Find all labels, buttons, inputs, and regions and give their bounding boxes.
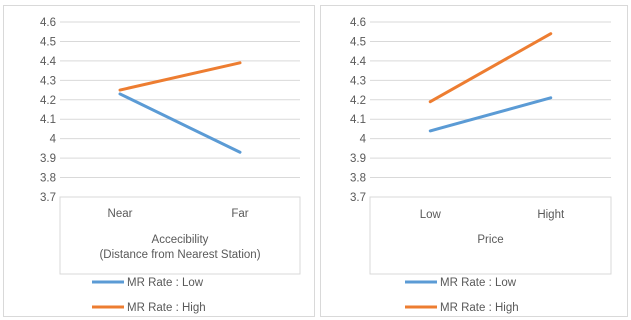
x-tick-label: Hight xyxy=(537,209,565,221)
y-tick-label: 4.5 xyxy=(40,36,56,48)
data-point xyxy=(550,33,552,35)
x-tick-label: Near xyxy=(108,208,133,220)
x-tick-label: Low xyxy=(420,209,442,221)
y-tick-label: 4 xyxy=(360,134,367,146)
data-point xyxy=(239,151,241,153)
data-point xyxy=(429,101,431,103)
y-tick-label: 4.1 xyxy=(40,114,56,126)
legend-label: MR Rate : Low xyxy=(127,277,204,289)
y-tick-label: 4.2 xyxy=(40,95,56,107)
y-tick-label: 4.6 xyxy=(40,17,56,29)
y-tick-label: 3.7 xyxy=(350,192,366,204)
y-tick-label: 3.8 xyxy=(350,173,366,185)
legend-label: MR Rate : High xyxy=(127,302,206,314)
legend-label: MR Rate : Low xyxy=(440,277,517,289)
series-line xyxy=(118,92,242,154)
y-tick-label: 4.6 xyxy=(350,17,366,29)
data-point xyxy=(429,130,431,132)
y-tick-label: 4.1 xyxy=(350,114,366,126)
x-axis-title: (Distance from Nearest Station) xyxy=(99,249,260,261)
series-line xyxy=(118,61,242,92)
x-axis-category-box xyxy=(369,196,612,275)
y-tick-label: 4 xyxy=(50,134,57,146)
y-tick-label: 3.7 xyxy=(40,192,56,204)
y-tick-label: 4.5 xyxy=(350,36,366,48)
y-tick-label: 4.3 xyxy=(40,75,56,87)
data-point xyxy=(550,97,552,99)
chart-accessibility: 4.6 4.5 4.4 4.3 4.2 4.1 4 3.9 3.8 3.7 Near Far Accec… xyxy=(40,17,301,314)
y-tick-label: 3.9 xyxy=(40,153,56,165)
data-point xyxy=(119,89,121,91)
x-axis-category-box xyxy=(59,196,301,275)
y-tick-label: 4.4 xyxy=(40,56,57,68)
y-tick-label: 4.4 xyxy=(350,56,367,68)
y-tick-label: 4.2 xyxy=(350,95,366,107)
data-point xyxy=(239,62,241,64)
series-line xyxy=(428,96,553,133)
chart-price: 4.6 4.5 4.4 4.3 4.2 4.1 4 3.9 3.8 3.7 Low Hight Pric… xyxy=(350,17,612,314)
legend-label: MR Rate : High xyxy=(440,302,519,314)
chart-panel-accessibility: 4.6 4.5 4.4 4.3 4.2 4.1 4 3.9 3.8 3.7 Near Far Accec… xyxy=(3,5,315,317)
x-axis-title: Accecibility xyxy=(152,234,209,246)
y-tick-label: 3.8 xyxy=(40,173,56,185)
y-tick-label: 4.3 xyxy=(350,75,366,87)
chart-panel-price: 4.6 4.5 4.4 4.3 4.2 4.1 4 3.9 3.8 3.7 Low Hight Pric… xyxy=(320,5,628,317)
x-tick-label: Far xyxy=(231,208,248,220)
data-point xyxy=(119,93,121,95)
y-tick-label: 3.9 xyxy=(350,153,366,165)
series-line xyxy=(428,32,553,104)
x-axis-title: Price xyxy=(477,234,503,246)
